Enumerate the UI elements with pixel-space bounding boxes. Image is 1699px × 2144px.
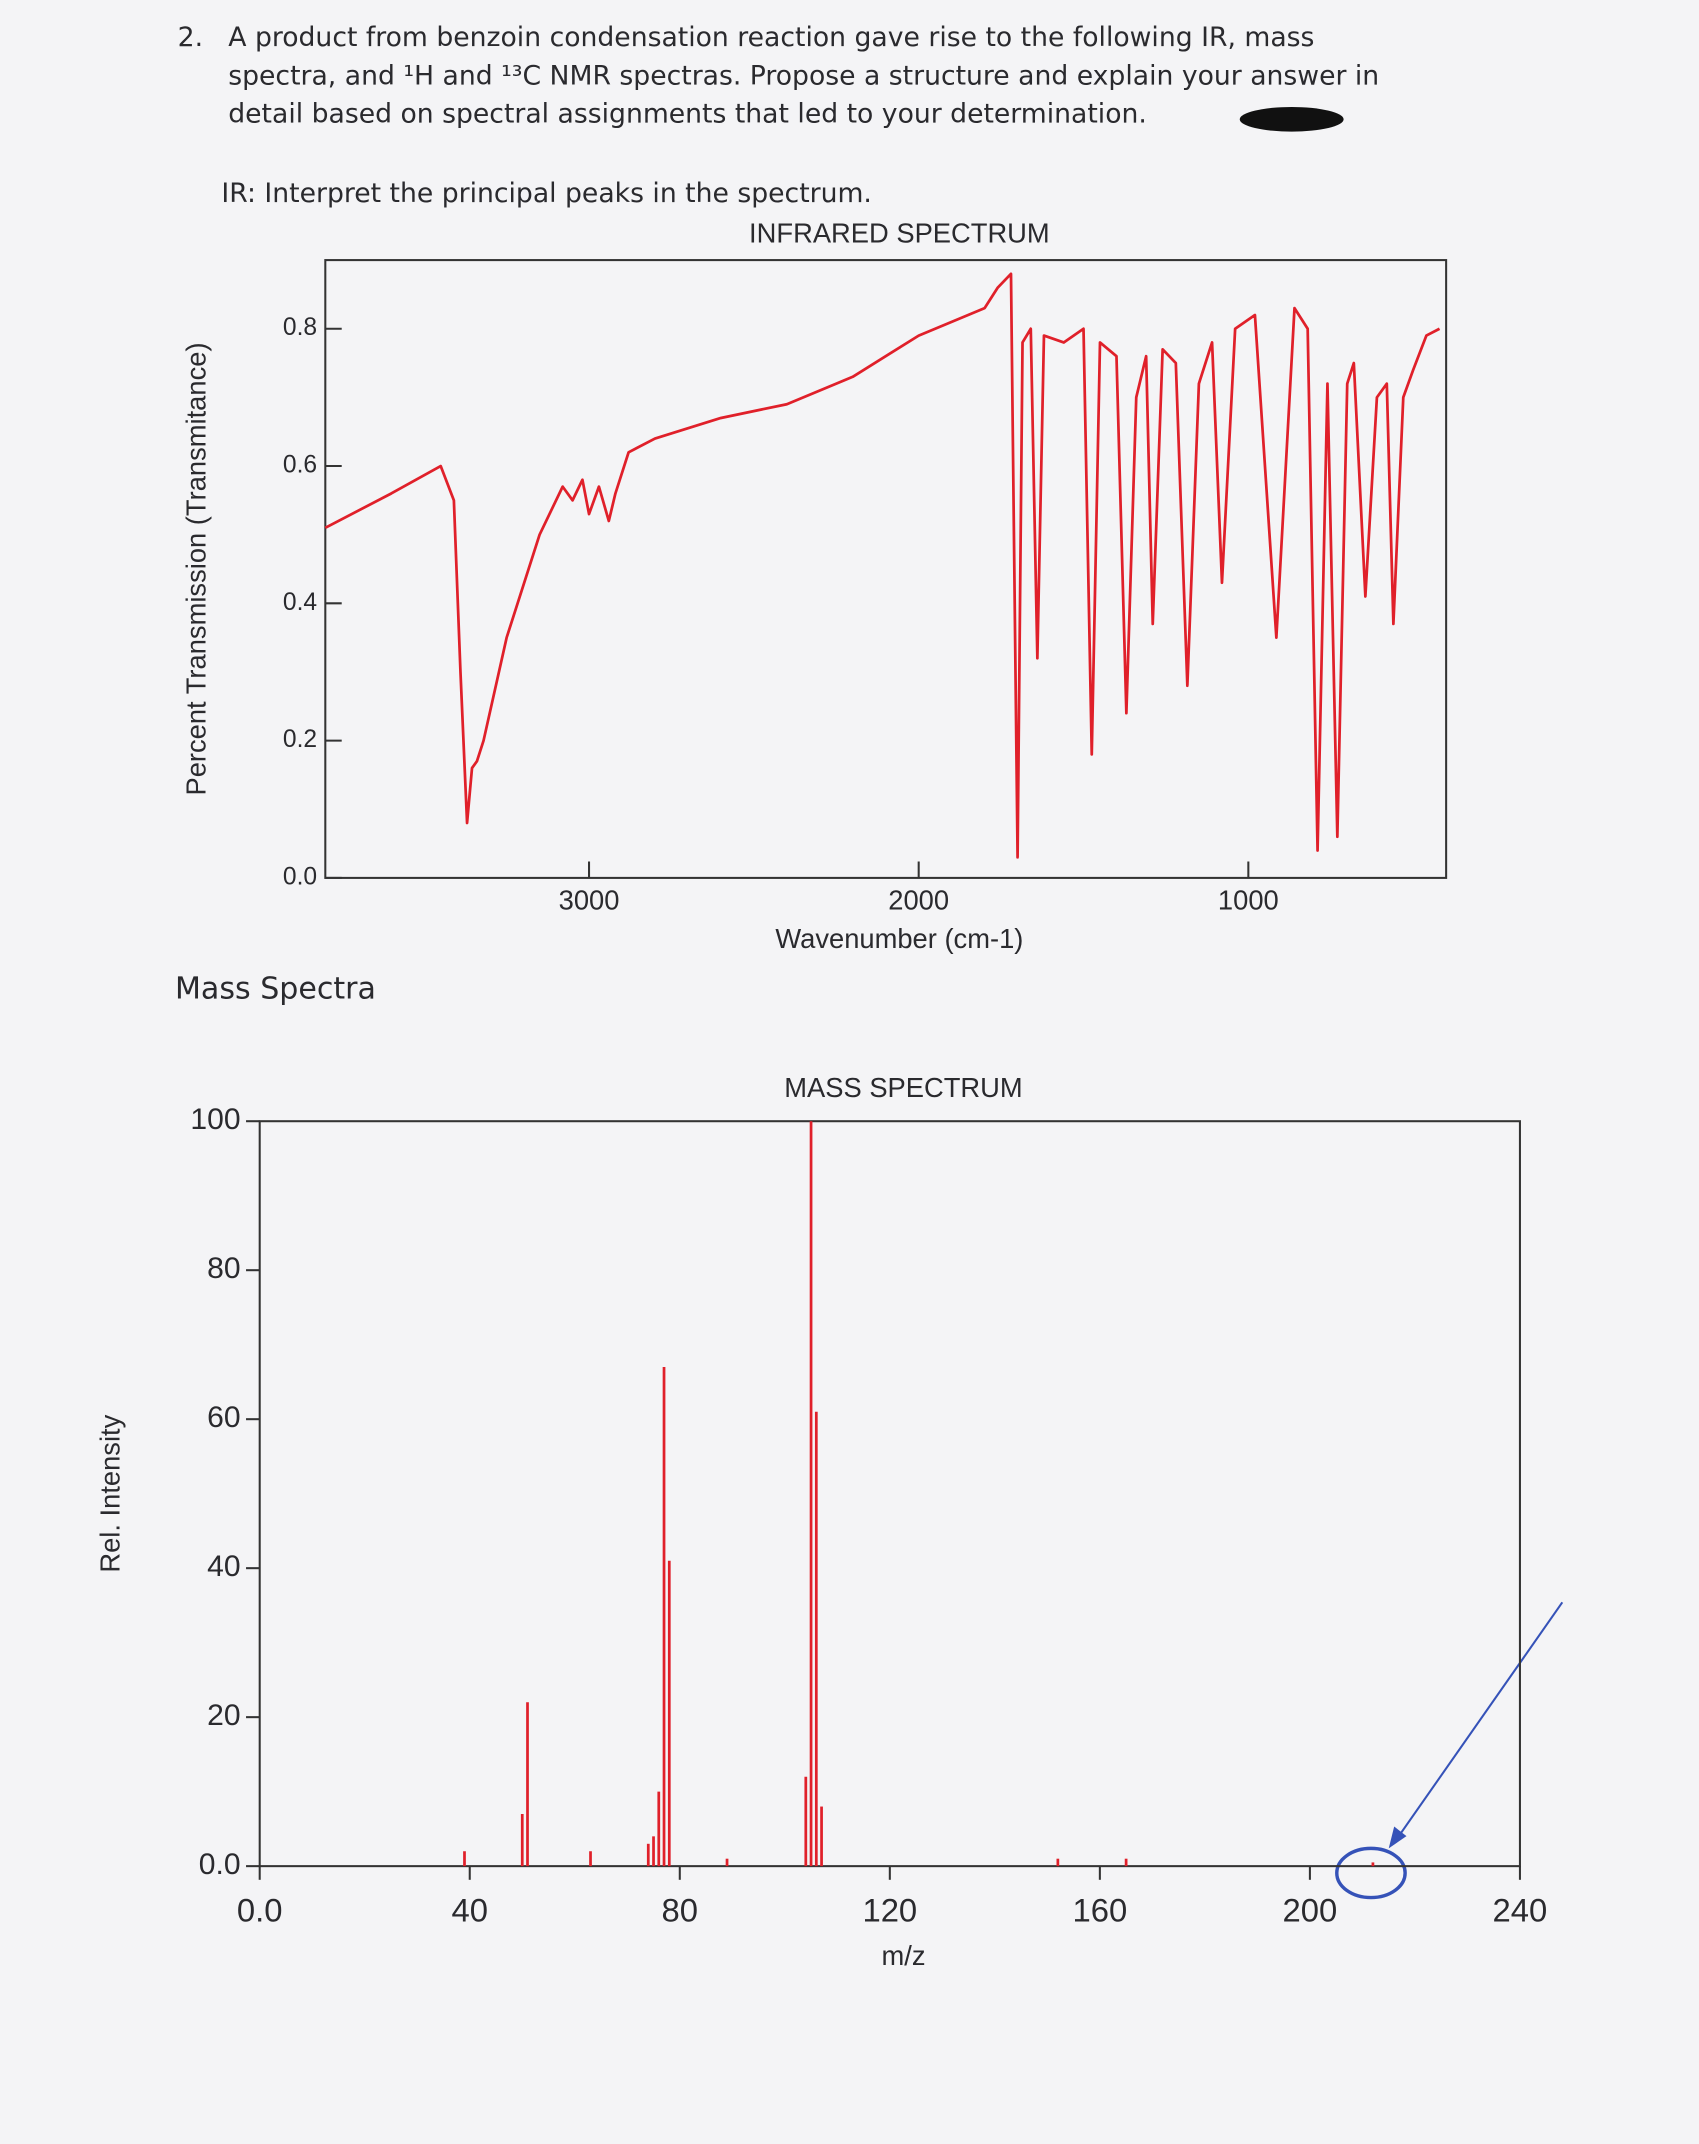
chart-title: INFRARED SPECTRUM	[749, 218, 1050, 249]
annotation-arrow	[1396, 1601, 1564, 1840]
y-tick-label: 0.6	[283, 452, 317, 479]
arrow-head	[1388, 1826, 1407, 1849]
question-line: spectra, and ¹H and ¹³C NMR spectras. Pr…	[228, 60, 1379, 91]
annotation-circle	[1335, 1846, 1407, 1900]
plot-frame	[324, 259, 1448, 879]
y-axis-label: Rel. Intensity	[94, 1414, 125, 1572]
x-tick-label: 40	[452, 1891, 488, 1928]
x-tick-label: 0.0	[237, 1891, 283, 1928]
x-tick-label: 3000	[559, 885, 620, 916]
y-tick-label: 0.4	[283, 589, 317, 616]
redaction	[1239, 107, 1344, 132]
x-axis-label: Wavenumber (cm-1)	[775, 923, 1023, 954]
spectrum-line	[324, 272, 1441, 859]
x-tick-label: 120	[862, 1891, 917, 1928]
chart-title: MASS SPECTRUM	[784, 1072, 1022, 1103]
question-line: detail based on spectral assignments tha…	[228, 99, 1147, 130]
x-tick-label: 200	[1283, 1891, 1338, 1928]
y-tick-label: 0.0	[283, 863, 317, 890]
question-line: A product from benzoin condensation reac…	[228, 22, 1314, 53]
question-number: 2.	[178, 22, 203, 53]
x-tick-label: 240	[1493, 1891, 1548, 1928]
y-tick-label: 0.0	[199, 1848, 241, 1881]
ir-prompt: IR: Interpret the principal peaks in the…	[221, 178, 871, 209]
x-tick-label: 160	[1072, 1891, 1127, 1928]
y-tick-label: 20	[207, 1699, 240, 1732]
y-tick-label: 0.2	[283, 726, 317, 753]
x-axis-label: m/z	[881, 1940, 925, 1971]
y-tick-label: 0.8	[283, 314, 317, 341]
x-tick-label: 1000	[1218, 885, 1279, 916]
y-tick-label: 60	[207, 1401, 240, 1434]
x-tick-label: 80	[662, 1891, 698, 1928]
mass-heading: Mass Spectra	[175, 971, 376, 1006]
y-tick-label: 100	[190, 1103, 240, 1136]
y-axis-label: Percent Transmission (Transmitance)	[180, 342, 211, 795]
y-tick-label: 80	[207, 1252, 240, 1285]
y-tick-label: 40	[207, 1550, 240, 1583]
x-tick-label: 2000	[888, 885, 949, 916]
